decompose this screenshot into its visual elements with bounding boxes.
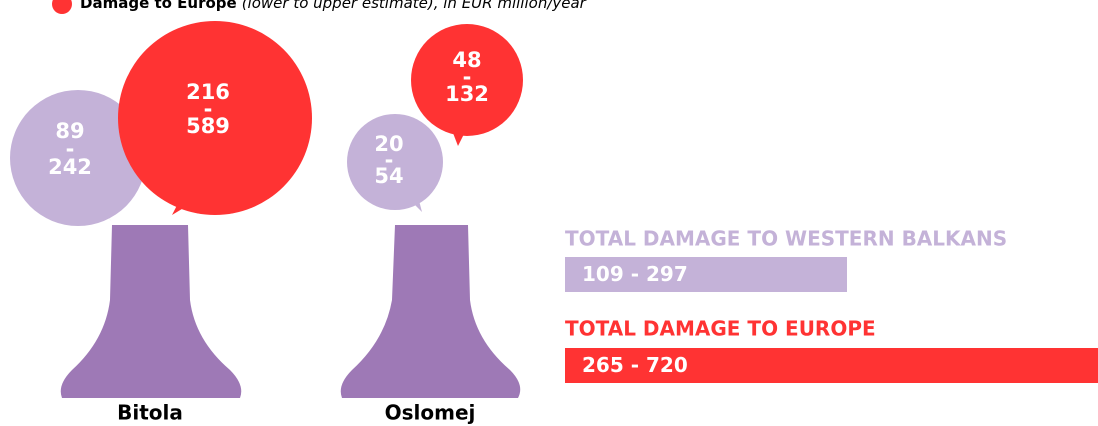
plant-name: Oslomej — [385, 401, 476, 425]
legend-dot — [52, 0, 72, 14]
total-range: 109 - 297 — [582, 262, 688, 286]
total-title: TOTAL DAMAGE TO WESTERN BALKANS — [565, 227, 1007, 251]
value: 265 — [582, 353, 624, 377]
legend: Damage to Europe (lower to upper estimate… — [80, 0, 587, 12]
legend-note: (lower to upper estimate), in EUR millio… — [242, 0, 587, 12]
total-title: TOTAL DAMAGE TO EUROPE — [565, 317, 876, 341]
total-range: 265 - 720 — [582, 353, 688, 377]
value: 54 — [374, 164, 403, 188]
chimney — [341, 225, 520, 398]
separator: - — [631, 353, 639, 377]
chimney — [61, 225, 242, 398]
value: 297 — [646, 262, 688, 286]
value: 132 — [445, 82, 489, 106]
value: 242 — [48, 155, 92, 179]
bubble — [347, 114, 443, 210]
value: 109 — [582, 262, 624, 286]
value: 589 — [186, 114, 230, 138]
value: 720 — [646, 353, 688, 377]
infographic: Damage to Europe (lower to upper estimate… — [0, 0, 1098, 426]
plant-name: Bitola — [117, 401, 183, 425]
legend-label: Damage to Europe — [80, 0, 237, 12]
separator: - — [631, 262, 639, 286]
